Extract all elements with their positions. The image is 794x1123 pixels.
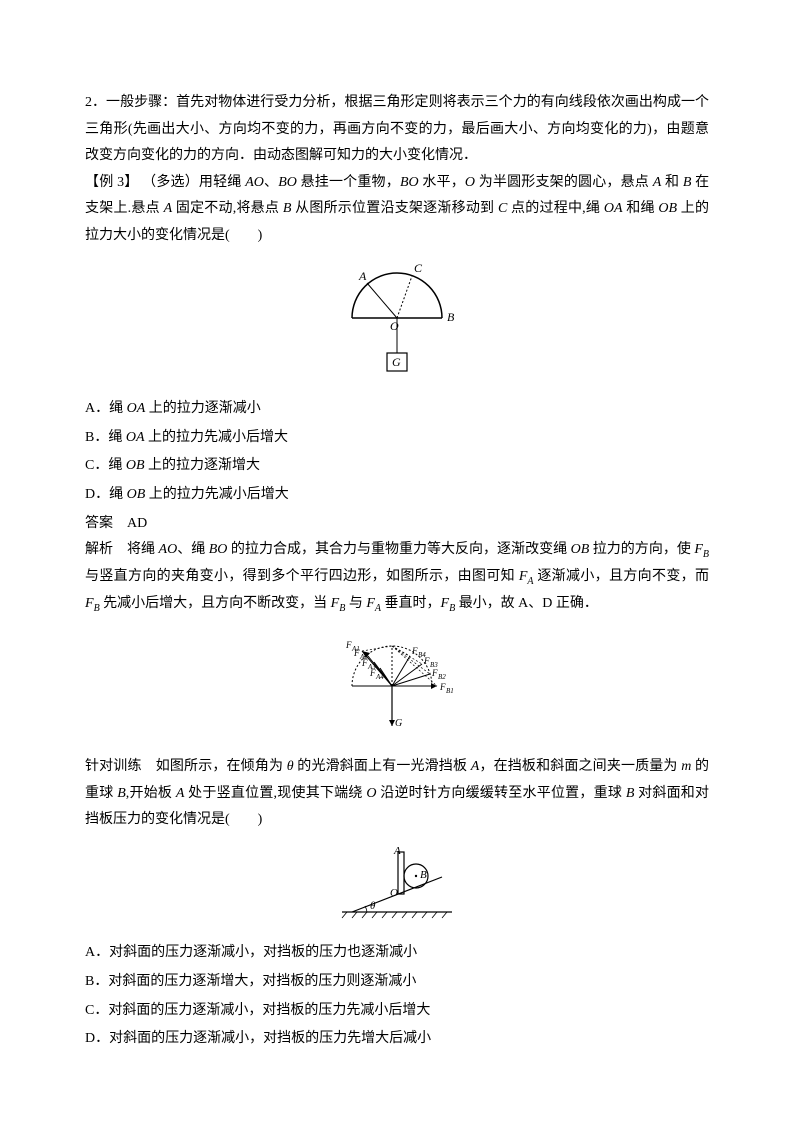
svg-text:B2: B2 [438, 673, 446, 681]
option-a: A．绳 OA 上的拉力逐渐减小 [85, 396, 709, 423]
svg-text:G: G [395, 718, 402, 729]
option-b: B．绳 OA 上的拉力先减小后增大 [85, 425, 709, 452]
svg-text:θ: θ [370, 900, 376, 912]
svg-text:A: A [393, 845, 401, 857]
option-c: C．绳 OB 上的拉力逐渐增大 [85, 453, 709, 480]
figure-3: θ A B O [85, 842, 709, 933]
practice-option-a: A．对斜面的压力逐渐减小，对挡板的压力也逐渐减小 [85, 940, 709, 967]
example-3-label: 【例 3】 [85, 175, 138, 190]
svg-text:F: F [353, 648, 360, 658]
svg-text:F: F [411, 646, 418, 656]
svg-text:B: B [420, 869, 427, 881]
practice-option-b: B．对斜面的压力逐渐增大，对挡板的压力则逐渐减小 [85, 969, 709, 996]
svg-text:O: O [390, 887, 398, 899]
svg-text:O: O [390, 319, 399, 333]
svg-text:G: G [392, 355, 401, 369]
svg-text:B: B [447, 310, 455, 324]
answer-value: AD [127, 516, 147, 531]
svg-text:F: F [369, 668, 376, 678]
practice: 针对训练 如图所示，在倾角为 θ 的光滑斜面上有一光滑挡板 A，在挡板和斜面之间… [85, 754, 709, 834]
svg-text:F: F [423, 656, 430, 666]
option-d: D．绳 OB 上的拉力先减小后增大 [85, 482, 709, 509]
figure-2: FA1 FA2 FA3 FA4 FB4 FB3 FB2 FB1 G [85, 626, 709, 747]
svg-text:F: F [361, 658, 368, 668]
practice-option-c: C．对斜面的压力逐渐减小，对挡板的压力先减小后增大 [85, 998, 709, 1025]
svg-text:A4: A4 [375, 673, 384, 681]
explain-label: 解析 [85, 542, 113, 557]
svg-text:C: C [414, 261, 423, 275]
svg-text:F: F [431, 668, 438, 678]
practice-label: 针对训练 [85, 759, 142, 774]
answer-label: 答案 [85, 516, 113, 531]
example-3: 【例 3】 （多选）用轻绳 AO、BO 悬挂一个重物，BO 水平，O 为半圆形支… [85, 170, 709, 250]
svg-text:A: A [358, 269, 367, 283]
explanation: 解析 将绳 AO、绳 BO 的拉力合成，其合力与重物重力等大反向，逐渐改变绳 O… [85, 537, 709, 617]
example-3-text: （多选）用轻绳 AO、BO 悬挂一个重物，BO 水平，O 为半圆形支架的圆心，悬… [85, 175, 709, 243]
svg-text:F: F [439, 682, 446, 692]
svg-text:B1: B1 [446, 687, 454, 695]
practice-option-d: D．对斜面的压力逐渐减小，对挡板的压力先增大后减小 [85, 1026, 709, 1053]
svg-text:F: F [345, 640, 352, 650]
paragraph-general-steps: 2．一般步骤：首先对物体进行受力分析，根据三角形定则将表示三个力的有向线段依次画… [85, 90, 709, 170]
figure-1: A C B O G [85, 258, 709, 389]
answer-line: 答案 AD [85, 511, 709, 538]
